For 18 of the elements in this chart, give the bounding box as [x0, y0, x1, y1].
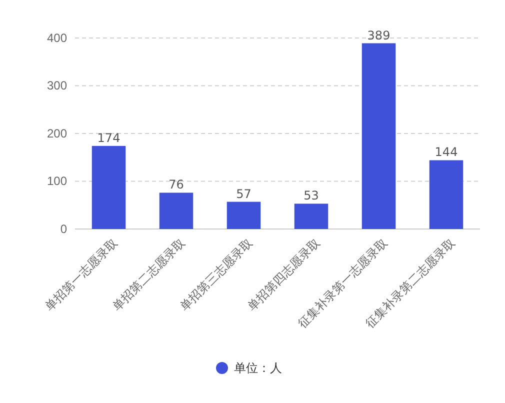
data-label: 174 [97, 130, 120, 145]
legend-label: 单位：人 [234, 361, 282, 375]
data-label: 53 [304, 188, 319, 203]
bar [159, 192, 194, 229]
data-label: 57 [236, 186, 252, 201]
y-tick-label: 100 [46, 174, 68, 188]
y-tick-label: 400 [46, 30, 68, 45]
bar [429, 160, 464, 229]
bar [294, 204, 328, 229]
bar [226, 202, 261, 229]
data-label: 144 [434, 145, 458, 160]
y-tick-label: 0 [60, 222, 68, 236]
bar [92, 146, 126, 229]
y-tick-label: 300 [46, 78, 68, 93]
data-label: 76 [168, 178, 184, 192]
data-label: 389 [367, 28, 390, 42]
bar [362, 43, 396, 229]
y-tick-label: 200 [46, 126, 68, 140]
